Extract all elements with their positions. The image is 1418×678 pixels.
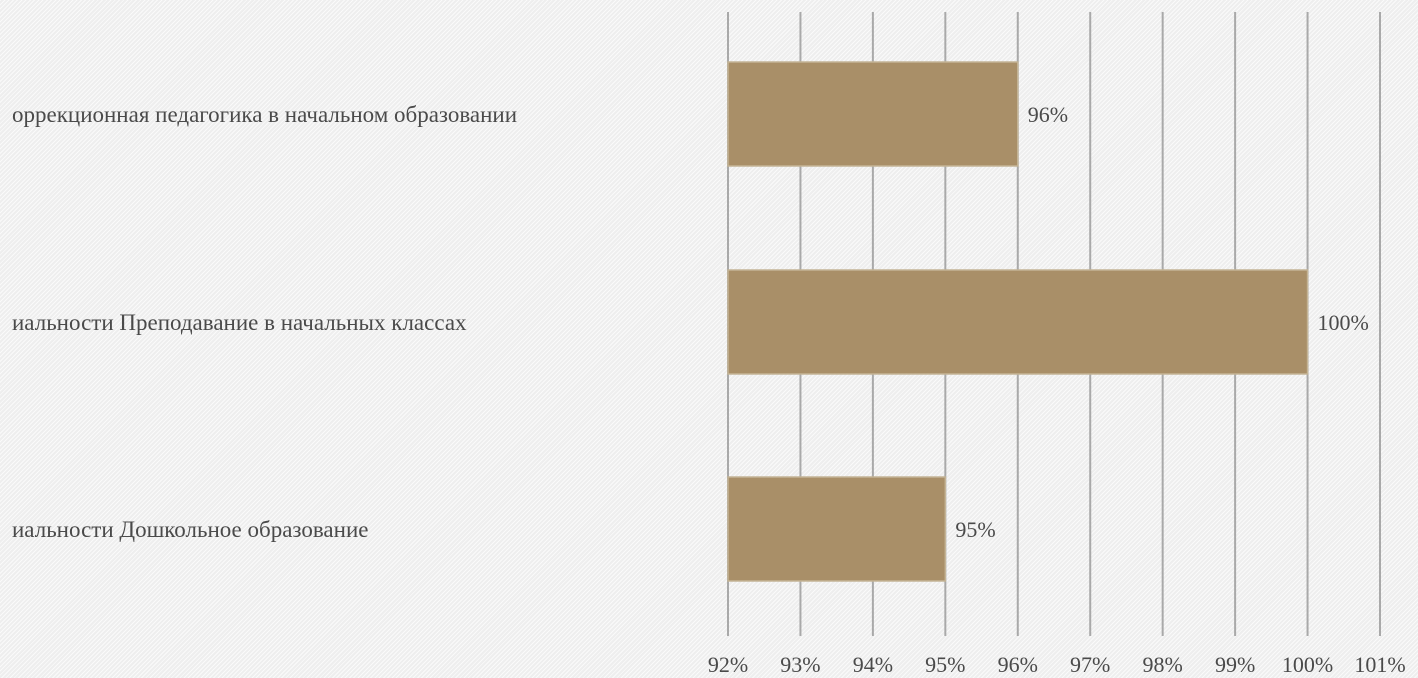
x-tick-label: 96% bbox=[998, 652, 1038, 677]
x-tick-label: 93% bbox=[780, 652, 820, 677]
data-label: 95% bbox=[955, 517, 995, 542]
x-tick-label: 99% bbox=[1215, 652, 1255, 677]
category-label: иальности Дошкольное образование bbox=[12, 517, 368, 542]
data-label: 96% bbox=[1028, 102, 1068, 127]
bar bbox=[727, 61, 1019, 167]
bar bbox=[727, 476, 947, 582]
x-tick-label: 98% bbox=[1143, 652, 1183, 677]
x-tick-label: 95% bbox=[925, 652, 965, 677]
data-label: 100% bbox=[1318, 310, 1369, 335]
x-tick-label: 94% bbox=[853, 652, 893, 677]
category-labels: оррекционная педагогика в начальном обра… bbox=[12, 102, 517, 542]
bar bbox=[727, 269, 1309, 375]
category-label: иальности Преподавание в начальных класс… bbox=[12, 310, 467, 335]
bars bbox=[727, 61, 1309, 582]
data-labels: 96% 100% 95% bbox=[955, 102, 1369, 542]
x-tick-label: 100% bbox=[1282, 652, 1333, 677]
category-label: оррекционная педагогика в начальном обра… bbox=[12, 102, 517, 127]
x-tick-label: 101% bbox=[1354, 652, 1405, 677]
x-axis-tick-labels: 92% 93% 94% 95% 96% 97% 98% 99% 100% 101% bbox=[708, 652, 1406, 677]
x-tick-label: 97% bbox=[1070, 652, 1110, 677]
x-tick-label: 92% bbox=[708, 652, 748, 677]
